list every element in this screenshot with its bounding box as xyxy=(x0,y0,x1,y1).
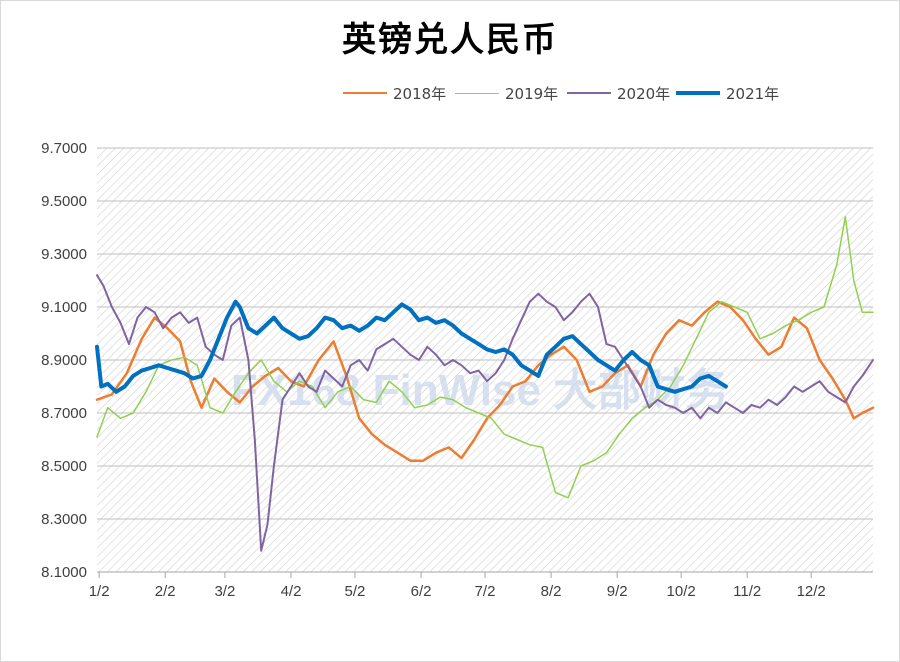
x-tick-label: 12/2 xyxy=(797,583,826,600)
x-tick-label: 4/2 xyxy=(281,583,302,600)
x-tick-label: 6/2 xyxy=(411,583,432,600)
legend-item-2019年: 2019年 xyxy=(455,80,558,106)
x-tick-label: 11/2 xyxy=(733,583,761,600)
chart-title: 英镑兑人民币 xyxy=(342,20,558,60)
y-tick-label: 8.7000 xyxy=(41,405,87,422)
axes: 9.7000 9.5000 9.3000 9.1000 8.9000 8.7000 8.50… xyxy=(41,140,873,600)
x-tick-label: 8/2 xyxy=(541,583,562,600)
legend-label: 2021年 xyxy=(726,84,780,103)
legend-swatch xyxy=(567,92,611,94)
y-tick-label: 9.1000 xyxy=(41,299,87,316)
legend-swatch xyxy=(676,91,720,95)
gridlines xyxy=(97,147,873,573)
legend: 2018年 2019年 2020年 2021年 xyxy=(0,80,900,106)
x-tick-label: 3/2 xyxy=(214,583,235,600)
legend-swatch xyxy=(455,92,499,94)
legend-label: 2018年 xyxy=(393,84,447,103)
x-tick-label: 5/2 xyxy=(345,583,366,600)
y-tick-label: 8.1000 xyxy=(41,564,87,581)
x-tick-label: 7/2 xyxy=(475,583,496,600)
series-lines xyxy=(95,216,875,552)
series-line-2020年 xyxy=(96,274,874,552)
y-tick-label: 9.5000 xyxy=(41,193,87,210)
legend-item-2020年: 2020年 xyxy=(567,80,670,106)
series-line-2019年 xyxy=(96,216,874,499)
y-tick-label: 8.3000 xyxy=(41,511,87,528)
legend-label: 2019年 xyxy=(505,84,559,103)
x-tick-label: 9/2 xyxy=(607,583,628,600)
y-tick-label: 9.3000 xyxy=(41,246,87,263)
legend-item-2018年: 2018年 xyxy=(343,80,446,106)
x-tick-label: 10/2 xyxy=(667,583,696,600)
series-line-2018年 xyxy=(95,300,875,462)
x-tick-label: 2/2 xyxy=(155,583,176,600)
x-tick-label: 1/2 xyxy=(89,583,110,600)
y-tick-label: 8.9000 xyxy=(41,352,87,369)
y-tick-label: 9.7000 xyxy=(41,140,87,157)
legend-label: 2020年 xyxy=(617,84,671,103)
legend-item-2021年: 2021年 xyxy=(676,80,779,106)
y-tick-label: 8.5000 xyxy=(41,458,87,475)
legend-swatch xyxy=(343,92,387,94)
series-line-2021年 xyxy=(95,299,728,394)
